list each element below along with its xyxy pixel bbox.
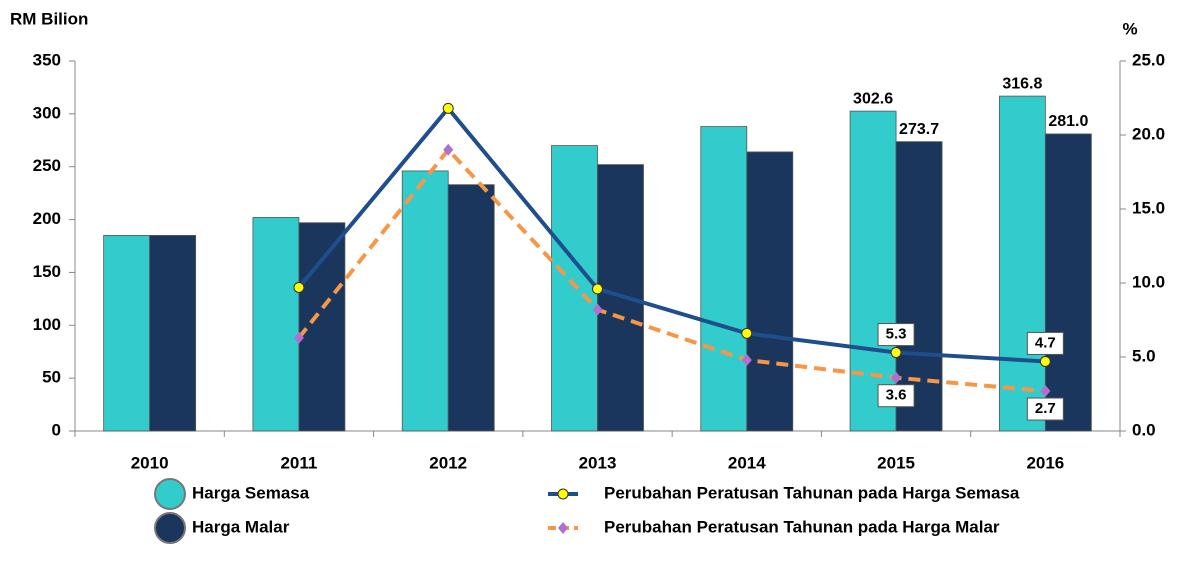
legend-label: Harga Malar <box>192 517 290 536</box>
bar-value-label: 316.8 <box>1002 75 1042 92</box>
y2-tick-label: 10.0 <box>1132 272 1165 291</box>
line-marker <box>741 327 753 339</box>
bar <box>401 170 449 432</box>
x-tick-label: 2013 <box>579 453 617 472</box>
x-tick-label: 2011 <box>280 453 317 472</box>
y-tick-label: 350 <box>33 50 61 69</box>
line-marker <box>293 281 305 293</box>
line-marker <box>443 143 454 156</box>
line-marker <box>293 331 304 344</box>
y-tick-label: 50 <box>42 368 61 387</box>
legend-swatch <box>154 478 186 510</box>
bar <box>252 217 300 432</box>
legend-label: Perubahan Peratusan Tahunan pada Harga M… <box>604 517 1000 536</box>
y-axis-title: RM Bilion <box>10 9 88 28</box>
bar <box>551 145 598 432</box>
bar <box>1044 133 1092 432</box>
line <box>297 105 1046 364</box>
line-value-label: 3.6 <box>886 387 907 404</box>
line-value-label: 2.7 <box>1035 400 1056 417</box>
y2-tick-label: 15.0 <box>1132 198 1165 217</box>
x-tick-label: 2015 <box>877 453 915 472</box>
y2-tick-label: 20.0 <box>1132 124 1165 143</box>
bar <box>103 235 151 432</box>
line-marker <box>891 371 902 384</box>
bar <box>998 95 1046 432</box>
y2-axis-title: % <box>1122 19 1137 38</box>
value-label-box <box>877 323 915 347</box>
value-label-box <box>1026 397 1064 421</box>
bar-value-label: 302.6 <box>853 90 893 107</box>
line-marker <box>1040 385 1051 398</box>
value-label-box <box>877 384 915 408</box>
bar <box>700 126 748 432</box>
legend-label: Perubahan Peratusan Tahunan pada Harga S… <box>604 483 1020 502</box>
line-marker <box>592 283 603 295</box>
line-value-label: 4.7 <box>1035 334 1056 351</box>
y2-tick-label: 0.0 <box>1132 420 1156 439</box>
bar <box>447 184 495 432</box>
legend-marker <box>557 488 569 500</box>
bar-value-label: 281.0 <box>1048 113 1088 130</box>
bar <box>849 110 897 432</box>
line-marker <box>1039 355 1051 367</box>
x-tick-label: 2016 <box>1026 453 1064 472</box>
legend-marker <box>558 522 568 534</box>
line-marker <box>442 102 454 114</box>
y-tick-label: 150 <box>33 262 61 281</box>
x-tick-label: 2014 <box>728 453 766 472</box>
y2-tick-label: 5.0 <box>1132 346 1156 365</box>
bar <box>149 235 197 432</box>
line-value-label: 5.3 <box>886 326 907 343</box>
line-marker <box>890 347 902 359</box>
line-marker <box>741 353 752 366</box>
line <box>297 146 1046 394</box>
legend-swatch <box>154 512 186 544</box>
x-tick-label: 2012 <box>429 453 467 472</box>
y-tick-label: 250 <box>33 156 61 175</box>
y-tick-label: 100 <box>33 315 61 334</box>
bar <box>746 151 794 432</box>
y-tick-label: 300 <box>33 103 61 122</box>
value-label-box <box>1026 331 1064 355</box>
bar <box>298 222 346 432</box>
y-tick-label: 200 <box>33 209 61 228</box>
bar-value-label: 273.7 <box>899 121 939 138</box>
legend-label: Harga Semasa <box>192 483 310 502</box>
line-marker <box>592 303 603 316</box>
y-tick-label: 0 <box>52 420 61 439</box>
x-tick-label: 2010 <box>131 453 169 472</box>
y2-tick-label: 25.0 <box>1132 50 1165 69</box>
